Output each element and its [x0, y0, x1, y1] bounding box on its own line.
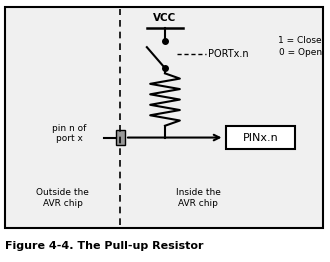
Text: Inside the
AVR chip: Inside the AVR chip: [176, 188, 220, 208]
Bar: [116, 130, 125, 145]
Text: PINx.n: PINx.n: [243, 133, 279, 143]
Text: pin n of
port x: pin n of port x: [52, 124, 86, 143]
Text: VCC: VCC: [153, 13, 177, 23]
Text: 1 = Close: 1 = Close: [278, 36, 322, 45]
Text: Outside the
AVR chip: Outside the AVR chip: [36, 188, 89, 208]
Bar: [226, 126, 295, 149]
Text: Figure 4-4. The Pull-up Resistor: Figure 4-4. The Pull-up Resistor: [5, 241, 204, 251]
Text: PORTx.n: PORTx.n: [208, 49, 248, 59]
Bar: [5, 7, 323, 228]
Text: 0 = Open: 0 = Open: [279, 48, 322, 57]
